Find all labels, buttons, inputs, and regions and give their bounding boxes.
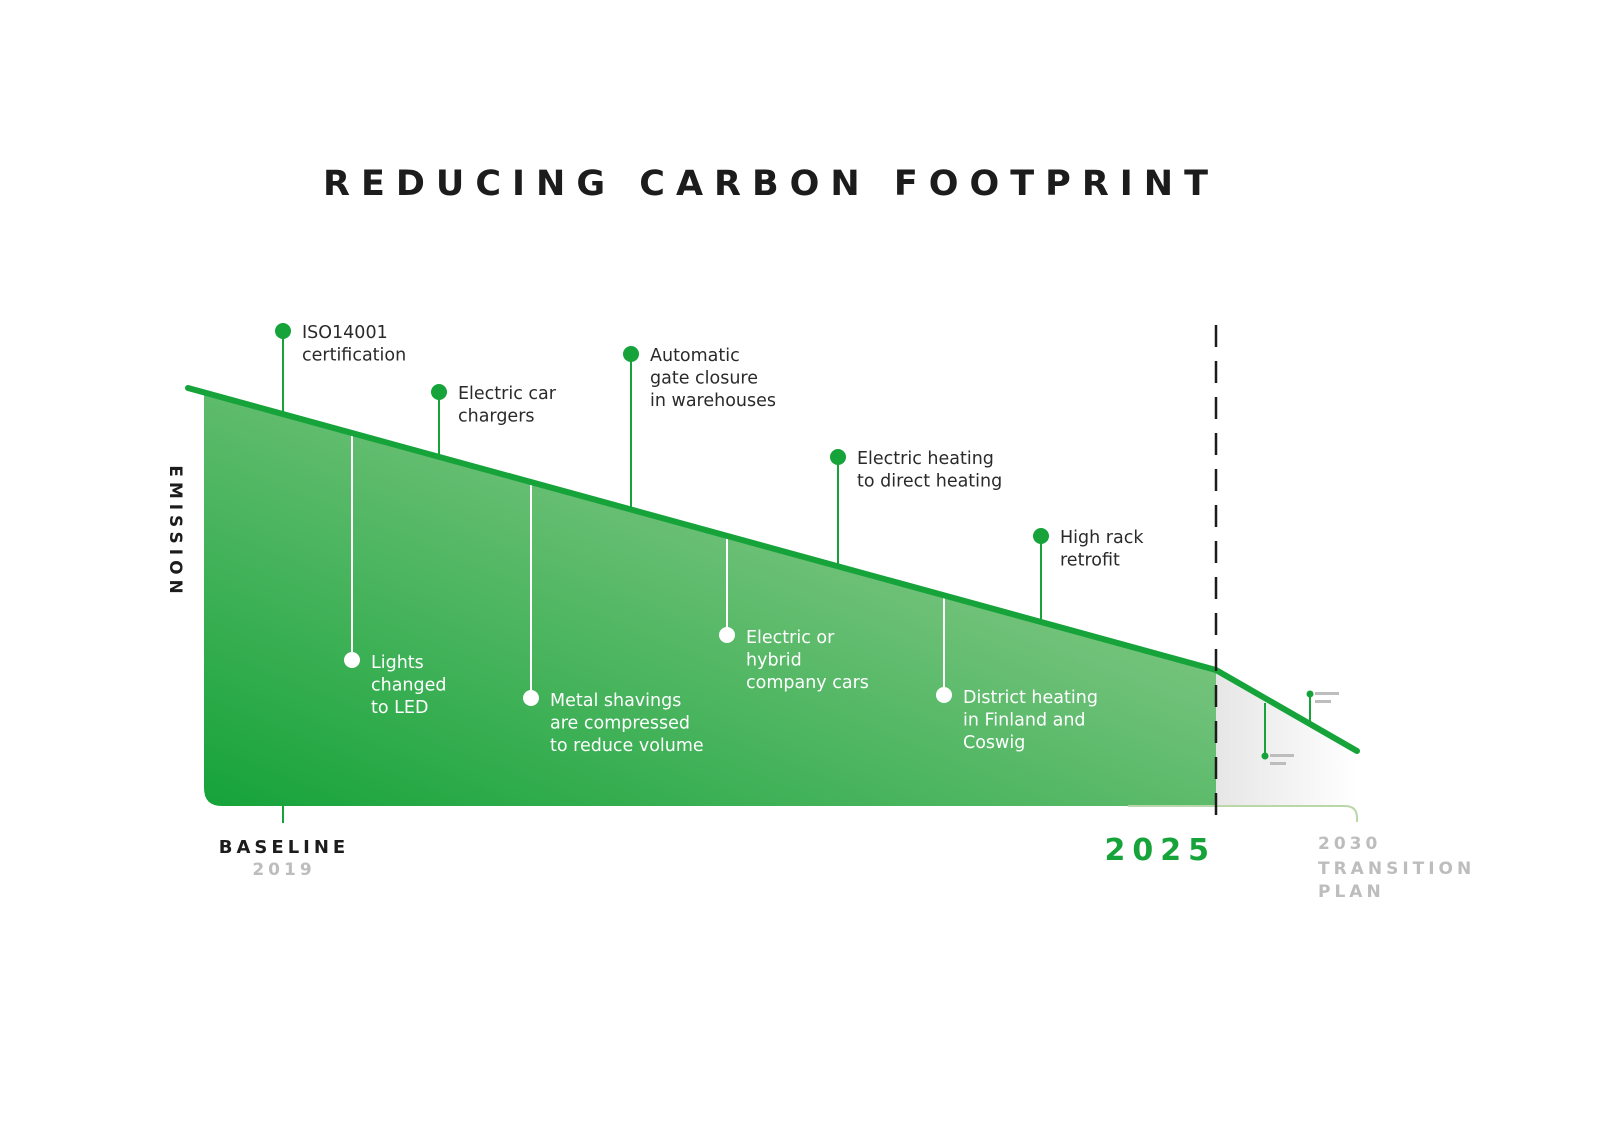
- future-placeholder-markers: [1261, 690, 1339, 765]
- milestone-label: Metal shavings: [550, 691, 681, 711]
- placeholder-text-bar: [1315, 700, 1331, 703]
- current-year-label: 2025: [1105, 833, 1217, 868]
- milestone-dot: [344, 652, 360, 668]
- baseline-label: BASELINE: [219, 837, 349, 858]
- chart-title: REDUCING CARBON FOOTPRINT: [323, 164, 1219, 204]
- milestone-label: Coswig: [963, 733, 1025, 753]
- future-bracket: [1128, 805, 1358, 822]
- milestone-dot: [623, 346, 639, 362]
- milestone-label: to direct heating: [857, 472, 1002, 492]
- future-area: [1216, 670, 1357, 806]
- future-label-line2: PLAN: [1318, 882, 1385, 902]
- y-axis-label: EMISSION: [165, 465, 185, 599]
- milestone-label: company cars: [746, 673, 869, 693]
- milestone-label: District heating: [963, 688, 1098, 708]
- milestone-dot: [523, 690, 539, 706]
- future-label-line1: TRANSITION: [1318, 859, 1475, 879]
- placeholder-text-bar: [1270, 754, 1294, 757]
- placeholder-dot: [1306, 690, 1314, 698]
- milestone-dot: [1033, 528, 1049, 544]
- milestone-label: are compressed: [550, 714, 690, 734]
- milestone-label: to LED: [371, 698, 428, 718]
- milestone-dot: [431, 384, 447, 400]
- milestone-label: changed: [371, 676, 447, 696]
- milestone-label: retrofit: [1060, 551, 1120, 571]
- placeholder-text-bar: [1315, 692, 1339, 695]
- milestone-label: chargers: [458, 407, 535, 427]
- placeholder-text-bar: [1270, 762, 1286, 765]
- baseline-year: 2019: [252, 860, 315, 880]
- milestone-label: to reduce volume: [550, 736, 704, 756]
- milestone-label: High rack: [1060, 528, 1144, 548]
- milestone-label: ISO14001: [302, 323, 388, 343]
- milestone-dot: [719, 627, 735, 643]
- milestone-label: in Finland and: [963, 711, 1086, 731]
- milestone-label: Lights: [371, 653, 424, 673]
- milestone-dot: [830, 449, 846, 465]
- milestone-dot: [275, 323, 291, 339]
- milestone-label: certification: [302, 346, 406, 366]
- milestone-label: gate closure: [650, 369, 758, 389]
- future-year-label: 2030: [1318, 834, 1381, 854]
- milestone-label: hybrid: [746, 651, 802, 671]
- milestone-dot: [936, 687, 952, 703]
- milestone-label: Electric car: [458, 384, 557, 404]
- milestone-label: Electric heating: [857, 449, 994, 469]
- milestone-label: in warehouses: [650, 391, 776, 411]
- milestone-label: Electric or: [746, 628, 835, 648]
- milestone-label: Automatic: [650, 346, 740, 366]
- emission-area: [204, 393, 1216, 806]
- placeholder-dot: [1261, 752, 1269, 760]
